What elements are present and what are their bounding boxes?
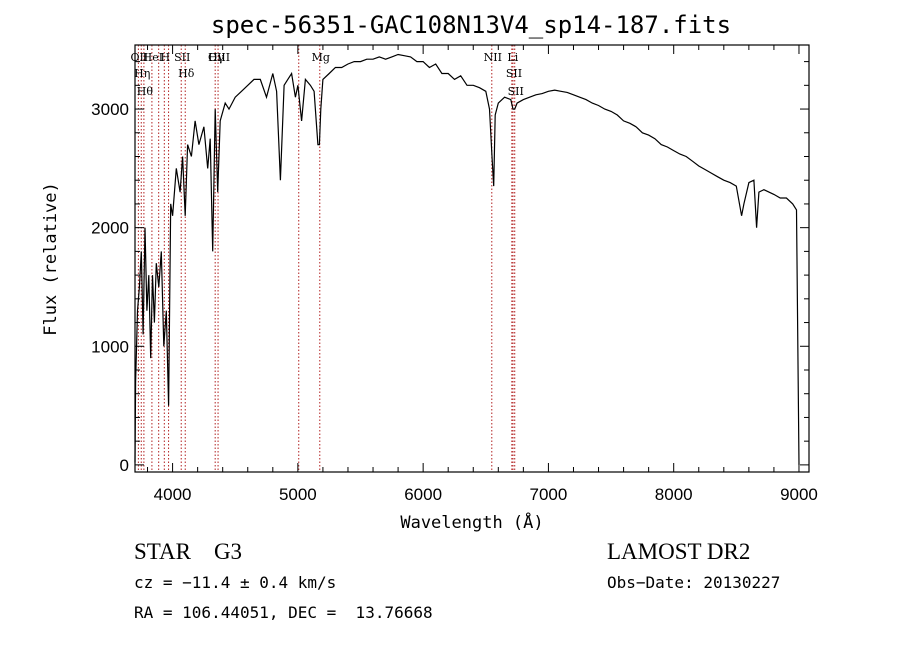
spectral-line-label: Hδ	[178, 67, 195, 80]
x-tick-label: 5000	[279, 485, 317, 504]
spectral-line-label: OIII	[208, 51, 230, 64]
spectral-line-label: Hγ	[208, 51, 225, 64]
y-tick-label: 3000	[91, 100, 129, 119]
x-tick-label: 9000	[780, 485, 818, 504]
x-tick-label: 8000	[655, 485, 693, 504]
object-class: STAR G3	[134, 539, 243, 564]
y-tick-label: 0	[120, 456, 129, 475]
x-axis-label: Wavelength (Å)	[400, 511, 543, 533]
spectral-line-label: Mg	[312, 51, 330, 64]
spectral-line-label: H	[161, 51, 171, 64]
spectral-line-label: Hθ	[137, 85, 154, 98]
observation-date: Obs−Date: 20130227	[607, 573, 781, 592]
redshift-velocity: cz = −11.4 ± 0.4 km/s	[134, 573, 337, 592]
chart-title: spec-56351-GAC108N13V4_sp14-187.fits	[211, 11, 731, 39]
spectral-line-label: SII	[174, 51, 190, 64]
spectral-line-label: SII	[508, 85, 524, 98]
spectral-line-label: Hη	[134, 67, 150, 80]
ra-dec-coordinates: RA = 106.44051, DEC = 13.76668	[134, 603, 433, 622]
spectral-line-markers	[137, 45, 516, 472]
x-tick-label: 7000	[530, 485, 568, 504]
plot-frame	[134, 44, 810, 473]
spectral-line-label: HeI	[143, 51, 163, 64]
spectrum-line	[134, 53, 800, 465]
spectral-line-label: Li	[507, 51, 518, 64]
y-axis-label: Flux (relative)	[41, 182, 61, 336]
y-tick-label: 2000	[91, 219, 129, 238]
x-tick-label: 4000	[154, 485, 192, 504]
x-tick-label: 6000	[404, 485, 442, 504]
spectral-line-label: NII	[484, 51, 502, 64]
axis-ticks: 4000 5000 6000 7000 8000 9000 0 1000 2000 3000	[91, 45, 818, 504]
y-tick-label: 1000	[91, 337, 129, 356]
spectral-line-label: SII	[506, 67, 522, 80]
survey-name: LAMOST DR2	[607, 539, 751, 564]
